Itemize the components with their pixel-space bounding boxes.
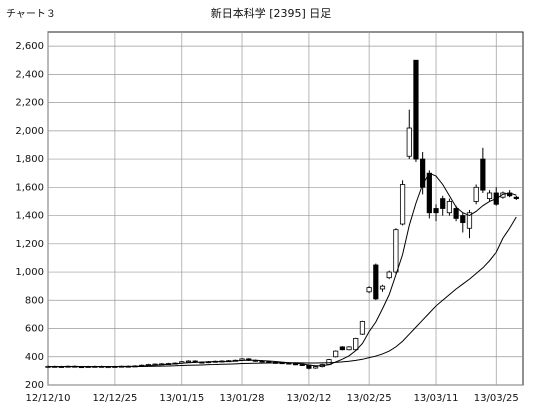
- candle-body: [366, 287, 372, 293]
- candle-body: [393, 229, 399, 273]
- candle-body: [500, 192, 506, 198]
- candle-body: [513, 196, 519, 200]
- y-tick-label: 1,200: [15, 239, 44, 250]
- y-tick-label: 600: [25, 324, 44, 335]
- x-tick-label: 13/03/25: [474, 393, 519, 404]
- candle-body: [313, 366, 319, 369]
- candle-body: [292, 363, 299, 366]
- candle-body: [306, 364, 312, 369]
- y-tick-label: 1,800: [15, 154, 44, 165]
- candle-body: [433, 208, 439, 214]
- candle-body: [466, 212, 473, 229]
- candle-body: [440, 198, 446, 209]
- candle-body: [426, 172, 432, 214]
- candle-body: [453, 208, 459, 219]
- chart-title: 新日本科学 [2395] 日足: [211, 6, 332, 20]
- moving-average-line: [48, 216, 517, 368]
- y-tick-label: 1,400: [15, 211, 44, 222]
- y-tick-label: 1,600: [15, 182, 44, 193]
- candle-body: [386, 271, 392, 279]
- y-tick-label: 800: [25, 295, 44, 306]
- y-tick-label: 2,000: [15, 126, 44, 137]
- x-tick-label: 12/12/25: [92, 393, 137, 404]
- candle-body: [480, 158, 486, 191]
- x-tick-label: 13/02/25: [347, 393, 392, 404]
- candle-body: [420, 158, 426, 188]
- x-tick-label: 13/01/28: [220, 393, 265, 404]
- candle-body: [333, 350, 339, 358]
- y-tick-label: 2,600: [15, 41, 44, 52]
- candle-body: [353, 338, 359, 351]
- candle-body: [486, 192, 493, 200]
- x-tick-label: 13/01/15: [159, 393, 204, 404]
- chart-label: チャート３: [6, 8, 56, 20]
- candle-body: [399, 184, 406, 225]
- y-tick-label: 1,000: [15, 267, 44, 278]
- candle-body: [406, 127, 412, 157]
- y-tick-label: 2,400: [15, 69, 44, 80]
- candle-body: [339, 346, 345, 351]
- candle-body: [185, 360, 192, 363]
- candle-body: [379, 285, 386, 290]
- y-tick-label: 400: [25, 352, 44, 363]
- x-tick-label: 13/03/11: [414, 393, 459, 404]
- x-tick-label: 12/12/10: [26, 393, 71, 404]
- y-tick-label: 2,200: [15, 98, 44, 109]
- candle-body: [359, 321, 366, 335]
- candle-body: [373, 264, 379, 300]
- x-tick-label: 13/02/12: [286, 393, 331, 404]
- candle-body: [299, 364, 305, 366]
- candle-body: [346, 346, 352, 351]
- candle-body: [413, 59, 419, 160]
- candle-body: [473, 186, 479, 202]
- candle-body: [446, 201, 453, 214]
- y-tick-label: 200: [25, 380, 44, 391]
- candle-body: [460, 215, 466, 224]
